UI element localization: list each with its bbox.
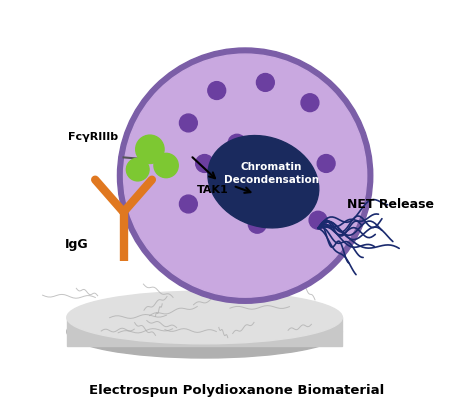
Circle shape xyxy=(180,195,197,213)
Circle shape xyxy=(154,153,178,177)
Circle shape xyxy=(127,158,149,181)
Ellipse shape xyxy=(208,135,319,228)
Circle shape xyxy=(208,82,226,100)
Circle shape xyxy=(124,54,367,297)
Circle shape xyxy=(196,155,213,173)
Circle shape xyxy=(180,114,197,132)
Circle shape xyxy=(228,134,246,152)
Circle shape xyxy=(136,135,164,164)
Text: Electrospun Polydioxanone Biomaterial: Electrospun Polydioxanone Biomaterial xyxy=(90,384,384,397)
Circle shape xyxy=(277,146,294,164)
Text: Chromatin
Decondensation: Chromatin Decondensation xyxy=(224,162,319,185)
Text: FcγRIIIb: FcγRIIIb xyxy=(68,132,118,142)
Ellipse shape xyxy=(67,305,342,358)
Circle shape xyxy=(309,211,327,229)
Circle shape xyxy=(118,48,373,303)
Circle shape xyxy=(317,155,335,173)
Circle shape xyxy=(256,73,274,91)
Text: TAK1: TAK1 xyxy=(197,185,228,195)
Text: IgG: IgG xyxy=(65,238,89,251)
Ellipse shape xyxy=(67,291,342,344)
FancyBboxPatch shape xyxy=(67,317,342,346)
Circle shape xyxy=(301,94,319,112)
Text: NET Release: NET Release xyxy=(347,197,435,211)
Circle shape xyxy=(289,187,307,205)
Circle shape xyxy=(248,215,266,233)
